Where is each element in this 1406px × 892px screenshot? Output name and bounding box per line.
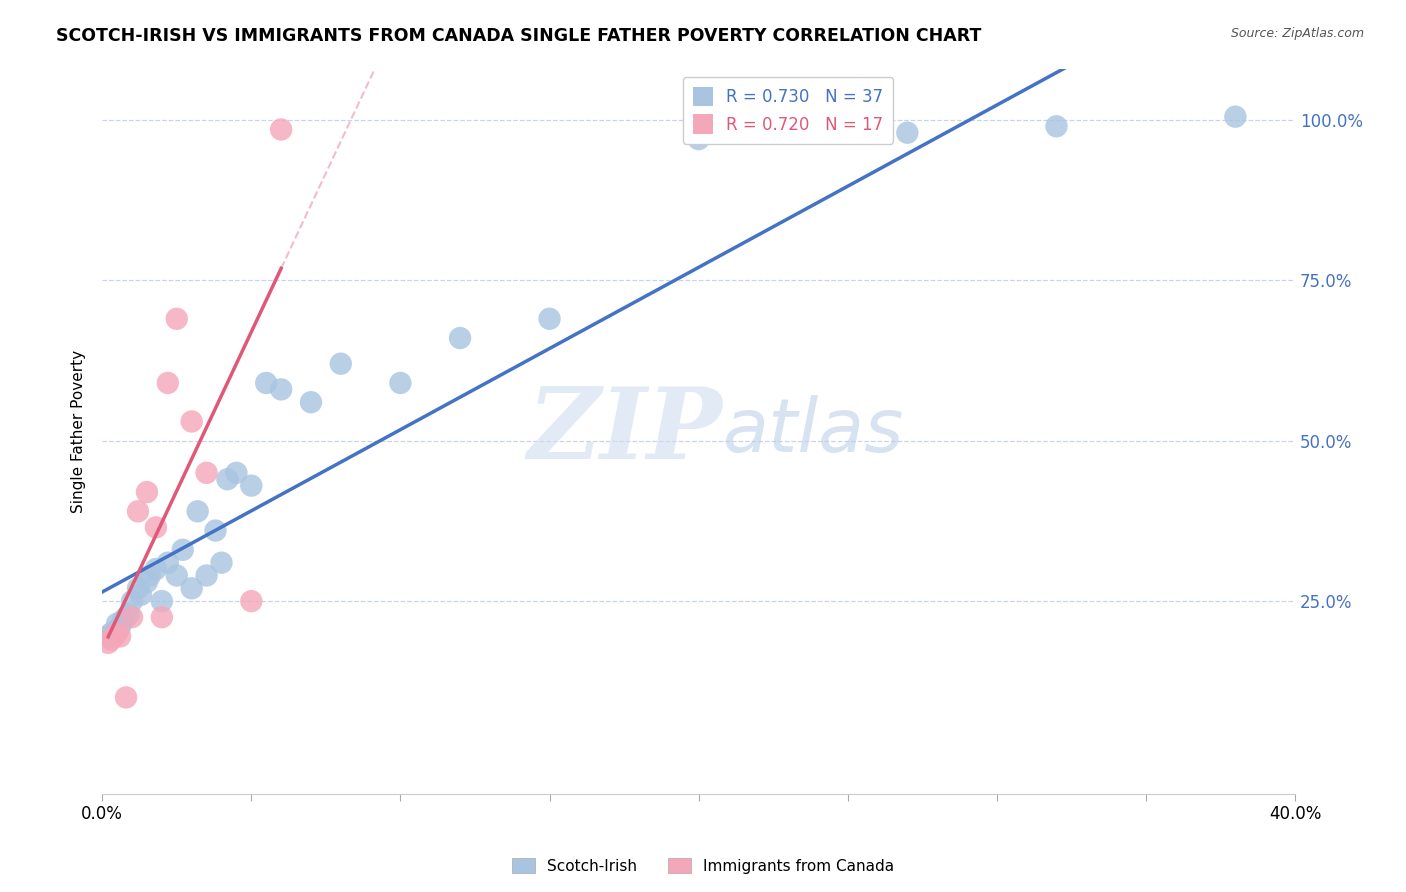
- Point: [688, 132, 710, 146]
- Point: [180, 415, 202, 429]
- Point: [329, 357, 352, 371]
- Point: [112, 614, 135, 628]
- Point: [254, 376, 277, 390]
- Point: [97, 630, 120, 644]
- Point: [105, 616, 128, 631]
- Legend: Scotch-Irish, Immigrants from Canada: Scotch-Irish, Immigrants from Canada: [506, 852, 900, 880]
- Point: [100, 632, 122, 647]
- Point: [129, 588, 152, 602]
- Text: atlas: atlas: [723, 395, 904, 467]
- Point: [100, 626, 122, 640]
- Point: [103, 630, 125, 644]
- Point: [1045, 120, 1067, 134]
- Point: [156, 556, 179, 570]
- Point: [97, 636, 120, 650]
- Point: [538, 311, 561, 326]
- Point: [211, 556, 233, 570]
- Legend: R = 0.730   N = 37, R = 0.720   N = 17: R = 0.730 N = 37, R = 0.720 N = 17: [682, 77, 893, 144]
- Point: [449, 331, 471, 345]
- Text: ZIP: ZIP: [527, 383, 723, 479]
- Y-axis label: Single Father Poverty: Single Father Poverty: [72, 350, 86, 513]
- Point: [240, 478, 263, 492]
- Point: [150, 594, 173, 608]
- Point: [204, 524, 226, 538]
- Point: [896, 126, 918, 140]
- Point: [108, 620, 131, 634]
- Point: [136, 485, 159, 500]
- Point: [145, 520, 167, 534]
- Point: [166, 311, 188, 326]
- Point: [166, 568, 188, 582]
- Point: [195, 466, 218, 480]
- Point: [270, 383, 292, 397]
- Point: [150, 610, 173, 624]
- Point: [270, 122, 292, 136]
- Point: [180, 582, 202, 596]
- Point: [127, 504, 149, 518]
- Point: [187, 504, 209, 518]
- Text: Source: ZipAtlas.com: Source: ZipAtlas.com: [1230, 27, 1364, 40]
- Point: [139, 568, 162, 582]
- Point: [115, 610, 138, 624]
- Point: [103, 630, 125, 644]
- Point: [145, 562, 167, 576]
- Point: [1225, 110, 1247, 124]
- Point: [108, 630, 131, 644]
- Point: [217, 472, 239, 486]
- Point: [121, 594, 143, 608]
- Point: [121, 610, 143, 624]
- Point: [105, 626, 128, 640]
- Point: [136, 574, 159, 589]
- Point: [118, 607, 141, 621]
- Point: [195, 568, 218, 582]
- Point: [172, 542, 194, 557]
- Point: [156, 376, 179, 390]
- Point: [115, 690, 138, 705]
- Point: [389, 376, 412, 390]
- Point: [225, 466, 247, 480]
- Point: [127, 582, 149, 596]
- Point: [240, 594, 263, 608]
- Text: SCOTCH-IRISH VS IMMIGRANTS FROM CANADA SINGLE FATHER POVERTY CORRELATION CHART: SCOTCH-IRISH VS IMMIGRANTS FROM CANADA S…: [56, 27, 981, 45]
- Point: [299, 395, 322, 409]
